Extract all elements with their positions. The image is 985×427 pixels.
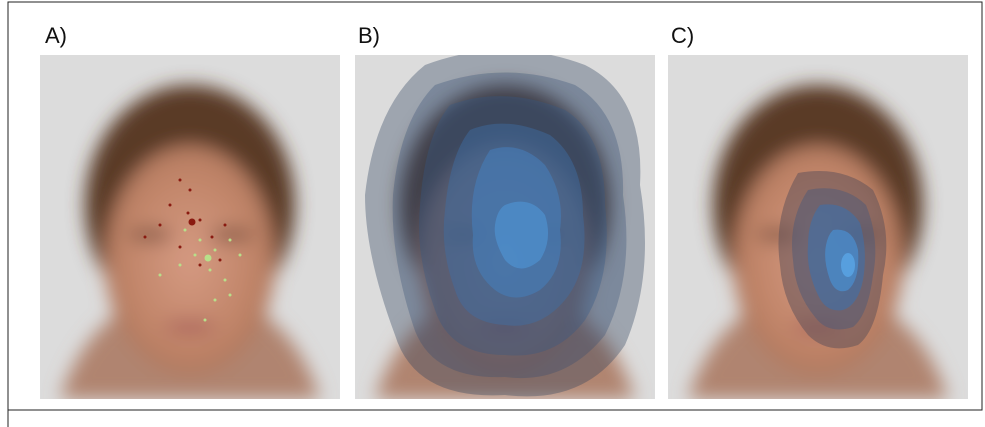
panel-a-image	[40, 55, 340, 399]
panel-label: C)	[671, 23, 694, 48]
panel-c-image	[668, 55, 968, 399]
panel-label: B)	[358, 23, 380, 48]
panel-label: A)	[45, 23, 67, 48]
panel-b-image	[355, 50, 655, 399]
figure: A) B) C)	[0, 0, 985, 427]
